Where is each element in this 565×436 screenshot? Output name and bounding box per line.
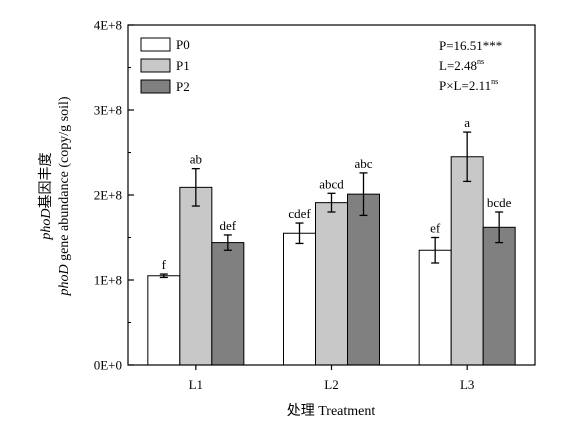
x-axis-title: 处理 Treatment [287,403,376,419]
x-tick-label-l3: L3 [460,377,474,392]
sig-label-p0-l3: ef [430,221,441,236]
sig-label-p0-l2: cdef [288,206,311,221]
error-bar-p1-l1 [191,167,200,207]
y-tick-label: 2E+8 [94,188,122,203]
y-tick-label: 0E+0 [94,358,122,373]
y-tick-label: 1E+8 [94,273,122,288]
x-tick-label-l1: L1 [189,377,203,392]
legend-swatch-p0 [140,37,171,52]
bar-p1-l1 [179,186,213,366]
error-bars-layer [159,131,504,279]
bar-p2-l3 [482,226,516,366]
bar-p1-l3 [450,156,484,366]
x-tick-label-l2: L2 [324,377,338,392]
y-axis-title-line1: phoD基因丰度 [37,152,54,240]
legend-label-p1: P1 [176,58,190,73]
sig-label-p1-l2: abcd [319,176,344,191]
bars-layer [147,156,516,366]
sig-label-p2-l2: abc [354,156,372,171]
sig-label-p1-l3: a [464,115,470,130]
legend: P0 P1 P2 [140,37,190,94]
error-bar-p1-l2 [327,192,336,213]
bar-p0-l2 [283,232,316,366]
sig-label-p2-l3: bcde [487,195,512,210]
bar-p0-l3 [418,249,452,366]
sig-label-p2-l1: def [220,218,237,233]
stat-pxl: P×L=2.11ns [439,77,498,93]
error-bar-p0-l1 [159,273,168,279]
bar-p2-l2 [347,193,380,366]
y-axis-title: phoD基因丰度 phoD gene abundance (copy/g soi… [37,96,72,296]
stat-p: P=16.51*** [439,38,502,53]
error-bar-p2-l2 [359,172,368,217]
error-bar-p2-l1 [223,234,232,251]
bar-p2-l1 [211,242,245,366]
error-bar-p2-l3 [495,211,504,244]
bar-p1-l2 [315,202,348,366]
y-tick-label: 3E+8 [94,103,122,118]
y-tick-label: 4E+8 [94,18,122,33]
legend-swatch-p2 [140,79,171,94]
legend-label-p0: P0 [176,37,190,52]
error-bar-p0-l3 [431,236,440,264]
sig-label-p0-l1: f [162,257,167,272]
axis-layer: L1 L2 L3 0E+0 1E+8 2E+8 3E+8 4E+8 [94,18,475,393]
bar-p0-l1 [147,275,181,366]
stat-l: L=2.48ns [439,57,484,73]
y-axis-title-line2: phoD gene abundance (copy/g soil) [57,96,72,296]
legend-swatch-p1 [140,58,171,73]
legend-label-p2: P2 [176,79,190,94]
sig-label-p1-l1: ab [190,152,202,167]
stats-annotation: P=16.51*** L=2.48ns P×L=2.11ns [439,38,502,93]
error-bar-p0-l2 [295,222,304,245]
error-bar-p1-l3 [463,131,472,183]
